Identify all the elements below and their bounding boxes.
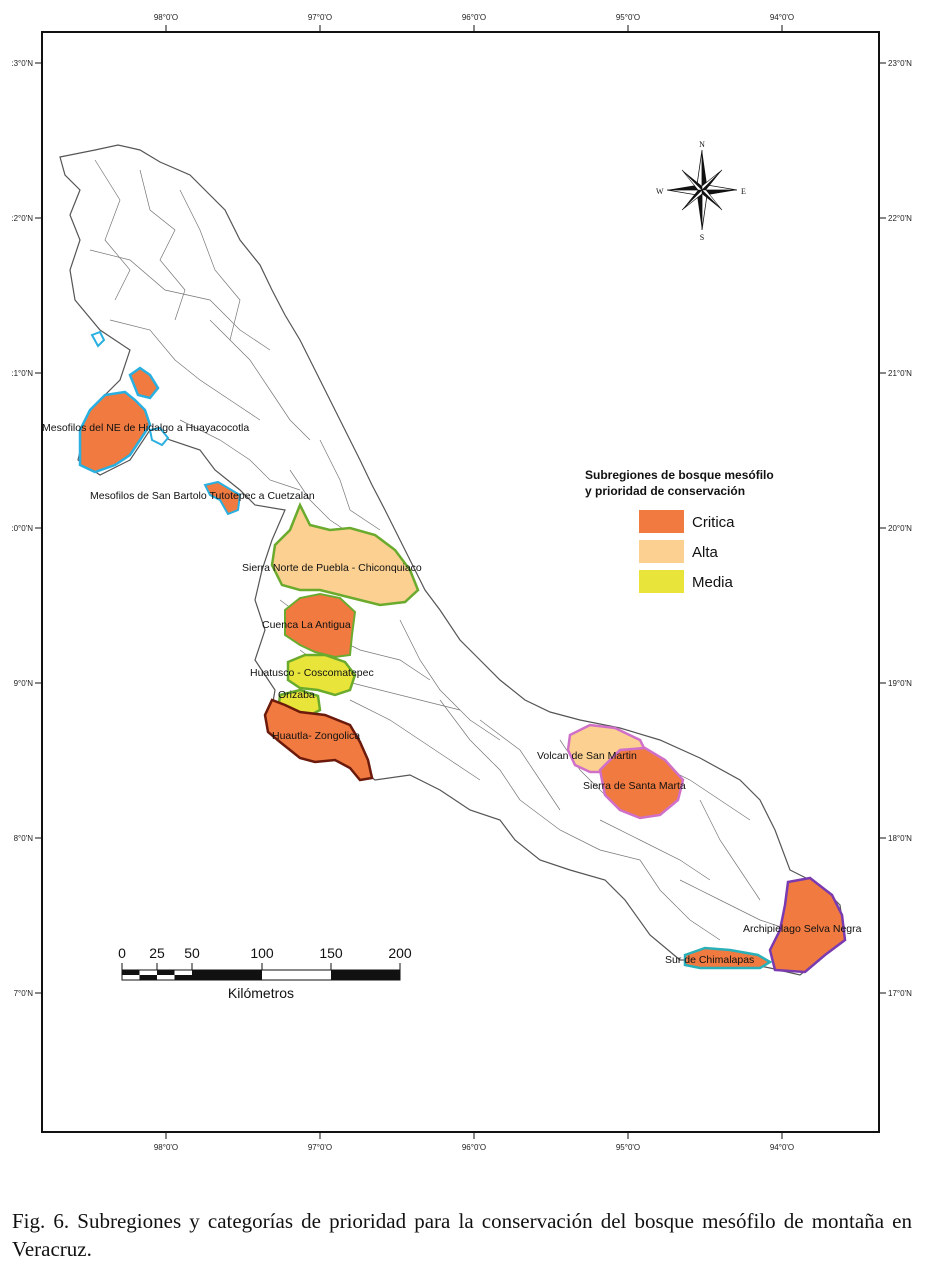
right-tick-6: 17°0'N bbox=[888, 989, 912, 998]
right-tick-1: 22°0'N bbox=[888, 214, 912, 223]
scale-tick-100: 100 bbox=[250, 945, 274, 961]
legend-title-line1: Subregiones de bosque mesófilo bbox=[585, 468, 774, 482]
right-tick-3: 20°0'N bbox=[888, 524, 912, 533]
bottom-tick-0: 98°0'O bbox=[154, 1143, 178, 1152]
scale-bar: 0 25 50 100 150 200 Kilómetros bbox=[118, 945, 412, 1001]
region-archipielago-selva-negra bbox=[768, 876, 847, 974]
bottom-tick-4: 94°0'O bbox=[770, 1143, 794, 1152]
compass-n: N bbox=[699, 140, 705, 149]
region-cuenca-la-antigua bbox=[284, 592, 357, 659]
label-huatusco-coscomatepec: Huatusco - Coscomatepec bbox=[250, 667, 374, 679]
label-orizaba: Orizaba bbox=[278, 689, 315, 701]
legend-swatch-alta bbox=[639, 540, 684, 563]
left-tick-1: :2°0'N bbox=[11, 214, 33, 223]
label-volcan-san-martin: Volcan de San Martin bbox=[537, 750, 637, 762]
region-labels: Mesofilos del NE de Hidalgo a Huayacocot… bbox=[42, 422, 862, 966]
top-tick-1: 97°0'O bbox=[308, 13, 332, 22]
region-hidalgo-north-patch bbox=[128, 366, 160, 400]
bottom-tick-3: 95°0'O bbox=[616, 1143, 640, 1152]
region-huautla-zongolica bbox=[263, 698, 374, 782]
graticule-ticks: 98°0'O 97°0'O 96°0'O 95°0'O 94°0'O 98°0'… bbox=[11, 13, 912, 1152]
region-huatusco-coscomatepec bbox=[286, 653, 357, 697]
legend-label-critica: Critica bbox=[692, 514, 735, 531]
scale-tick-150: 150 bbox=[319, 945, 343, 961]
region-hidalgo-side-patch bbox=[148, 426, 170, 447]
top-tick-4: 94°0'O bbox=[770, 13, 794, 22]
label-san-bartolo-cuetzalan: Mesofilos de San Bartolo Tutotepec a Cue… bbox=[90, 490, 315, 502]
label-hidalgo-huayacocotla: Mesofilos del NE de Hidalgo a Huayacocot… bbox=[42, 422, 249, 434]
left-tick-0: :3°0'N bbox=[11, 59, 33, 68]
label-cuenca-la-antigua: Cuenca La Antigua bbox=[262, 619, 351, 631]
scale-unit: Kilómetros bbox=[228, 985, 294, 1001]
compass-s: S bbox=[700, 233, 704, 242]
right-tick-2: 21°0'N bbox=[888, 369, 912, 378]
top-tick-3: 95°0'O bbox=[616, 13, 640, 22]
compass-e: E bbox=[741, 187, 746, 196]
left-tick-3: :0°0'N bbox=[11, 524, 33, 533]
top-tick-2: 96°0'O bbox=[462, 13, 486, 22]
right-tick-4: 19°0'N bbox=[888, 679, 912, 688]
region-sierra-santa-marta bbox=[598, 746, 685, 820]
scale-tick-200: 200 bbox=[388, 945, 412, 961]
legend-title-line2: y prioridad de conservación bbox=[585, 484, 745, 498]
left-tick-5: 8°0'N bbox=[14, 834, 34, 843]
figure-caption: Fig. 6. Subregiones y categorías de prio… bbox=[12, 1209, 912, 1261]
region-sur-chimalapas bbox=[683, 946, 773, 970]
label-archipielago-selva-negra: Archipielago Selva Negra bbox=[743, 923, 862, 935]
legend: Subregiones de bosque mesófilo y priorid… bbox=[585, 468, 774, 593]
region-hidalgo-huayacocotla bbox=[78, 390, 152, 474]
scale-tick-25: 25 bbox=[149, 945, 165, 961]
bottom-tick-2: 96°0'O bbox=[462, 1143, 486, 1152]
bottom-tick-1: 97°0'O bbox=[308, 1143, 332, 1152]
legend-swatch-media bbox=[639, 570, 684, 593]
right-tick-0: 23°0'N bbox=[888, 59, 912, 68]
left-tick-2: :1°0'N bbox=[11, 369, 33, 378]
label-huautla-zongolica: Huautla- Zongolica bbox=[272, 730, 360, 742]
scale-tick-50: 50 bbox=[184, 945, 200, 961]
left-tick-4: 9°0'N bbox=[14, 679, 34, 688]
region-polygons bbox=[78, 330, 847, 974]
north-arrow-icon: N S E W bbox=[656, 140, 746, 242]
top-tick-0: 98°0'O bbox=[154, 13, 178, 22]
label-sur-chimalapas: Sur de Chimalapas bbox=[665, 954, 754, 966]
region-sierra-norte-puebla bbox=[270, 501, 420, 607]
legend-label-media: Media bbox=[692, 574, 734, 591]
compass-w: W bbox=[656, 187, 664, 196]
scale-tick-0: 0 bbox=[118, 945, 126, 961]
map: 98°0'O 97°0'O 96°0'O 95°0'O 94°0'O 98°0'… bbox=[11, 13, 912, 1152]
label-sierra-santa-marta: Sierra de Santa Marta bbox=[583, 780, 686, 792]
legend-label-alta: Alta bbox=[692, 544, 719, 561]
legend-swatch-critica bbox=[639, 510, 684, 533]
municipal-boundaries bbox=[89, 159, 791, 941]
right-tick-5: 18°0'N bbox=[888, 834, 912, 843]
label-sierra-norte-puebla: Sierra Norte de Puebla - Chiconquiaco bbox=[242, 562, 422, 574]
region-san-bartolo-cuetzalan bbox=[203, 480, 242, 516]
left-tick-6: 7°0'N bbox=[14, 989, 34, 998]
region-hidalgo-small-patch bbox=[90, 330, 106, 348]
